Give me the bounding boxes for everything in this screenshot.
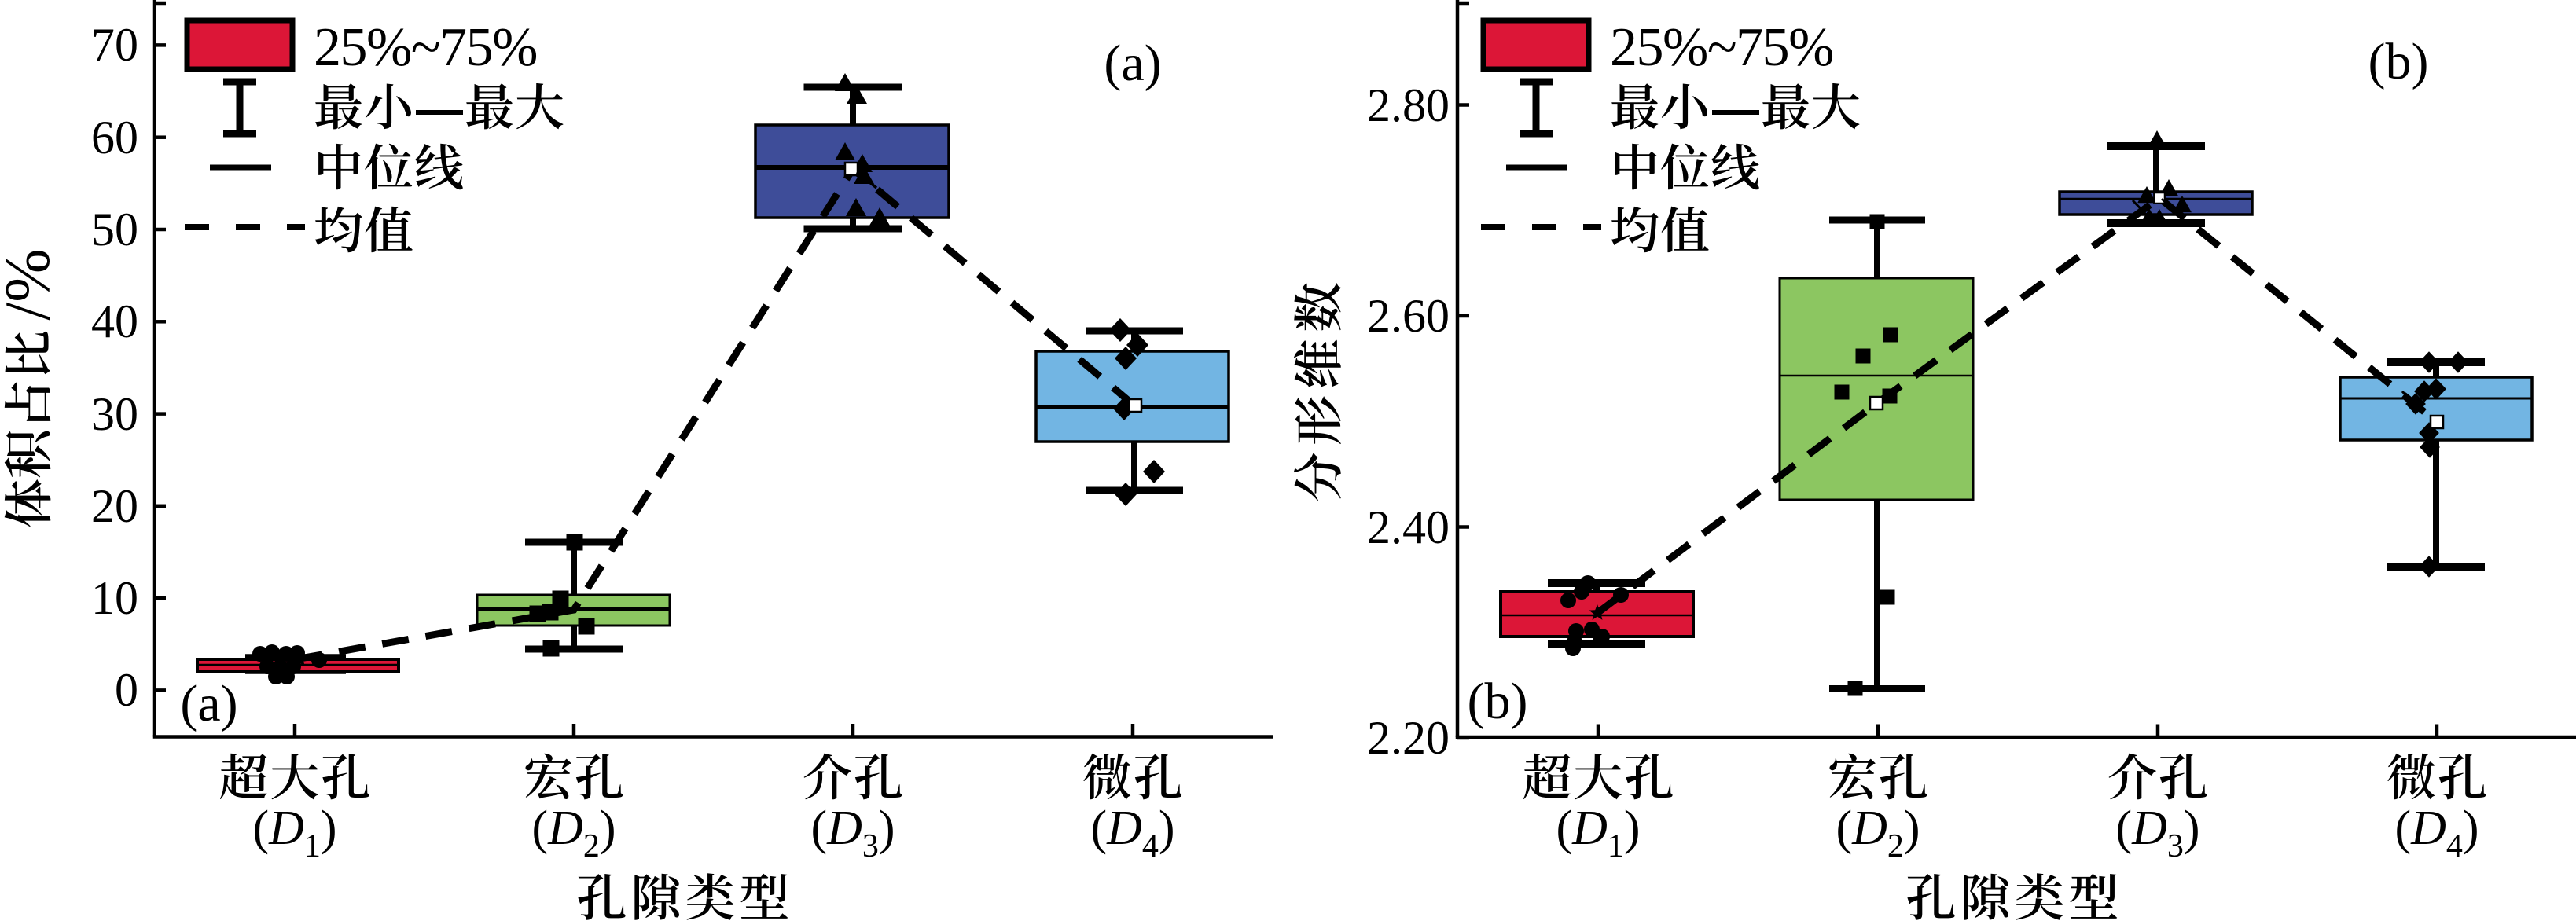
- svg-text:(D1): (D1): [252, 802, 336, 864]
- svg-text:(D4): (D4): [1090, 802, 1174, 864]
- svg-text:(D2): (D2): [531, 802, 616, 864]
- svg-text:(b): (b): [2368, 33, 2429, 90]
- svg-text:10: 10: [91, 572, 138, 624]
- svg-text:0: 0: [115, 664, 138, 716]
- svg-text:2.20: 2.20: [1367, 712, 1450, 764]
- svg-text:(a): (a): [180, 675, 237, 732]
- svg-text:2.80: 2.80: [1367, 79, 1450, 131]
- svg-text:40: 40: [91, 295, 138, 347]
- svg-text:25%~75%: 25%~75%: [314, 17, 537, 78]
- svg-text:60: 60: [91, 112, 138, 163]
- svg-text:2.60: 2.60: [1367, 290, 1450, 342]
- svg-text:2.40: 2.40: [1367, 501, 1450, 553]
- svg-text:(a): (a): [1104, 35, 1161, 92]
- svg-text:30: 30: [91, 388, 138, 440]
- svg-text:/%: /%: [0, 248, 63, 320]
- svg-text:(D2): (D2): [1836, 802, 1920, 864]
- svg-text:20: 20: [91, 480, 138, 532]
- svg-text:50: 50: [91, 204, 138, 255]
- svg-text:70: 70: [91, 19, 138, 71]
- svg-text:(D4): (D4): [2394, 802, 2479, 864]
- svg-text:(D3): (D3): [2115, 802, 2199, 864]
- svg-text:25%~75%: 25%~75%: [1610, 17, 1833, 78]
- svg-text:(b): (b): [1468, 673, 1528, 730]
- svg-text:(D1): (D1): [1556, 802, 1640, 864]
- svg-text:(D3): (D3): [810, 802, 895, 864]
